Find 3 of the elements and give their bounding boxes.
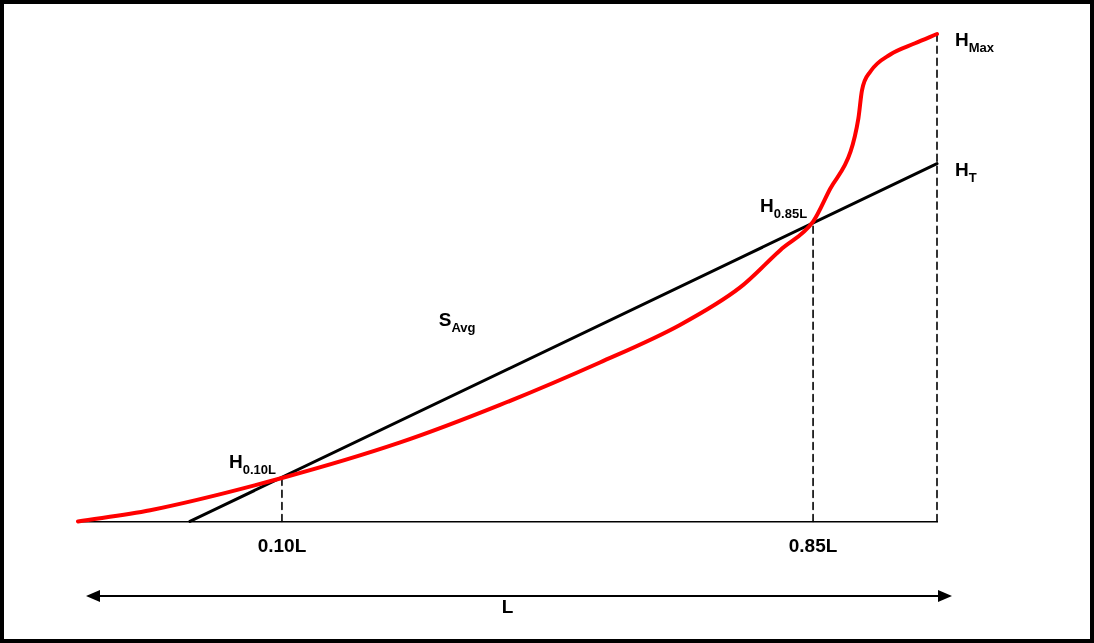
x-axis-title: L (501, 595, 514, 617)
x-tick-label: 0.10L (257, 535, 307, 557)
x-tick-label: 0.85L (788, 535, 838, 557)
